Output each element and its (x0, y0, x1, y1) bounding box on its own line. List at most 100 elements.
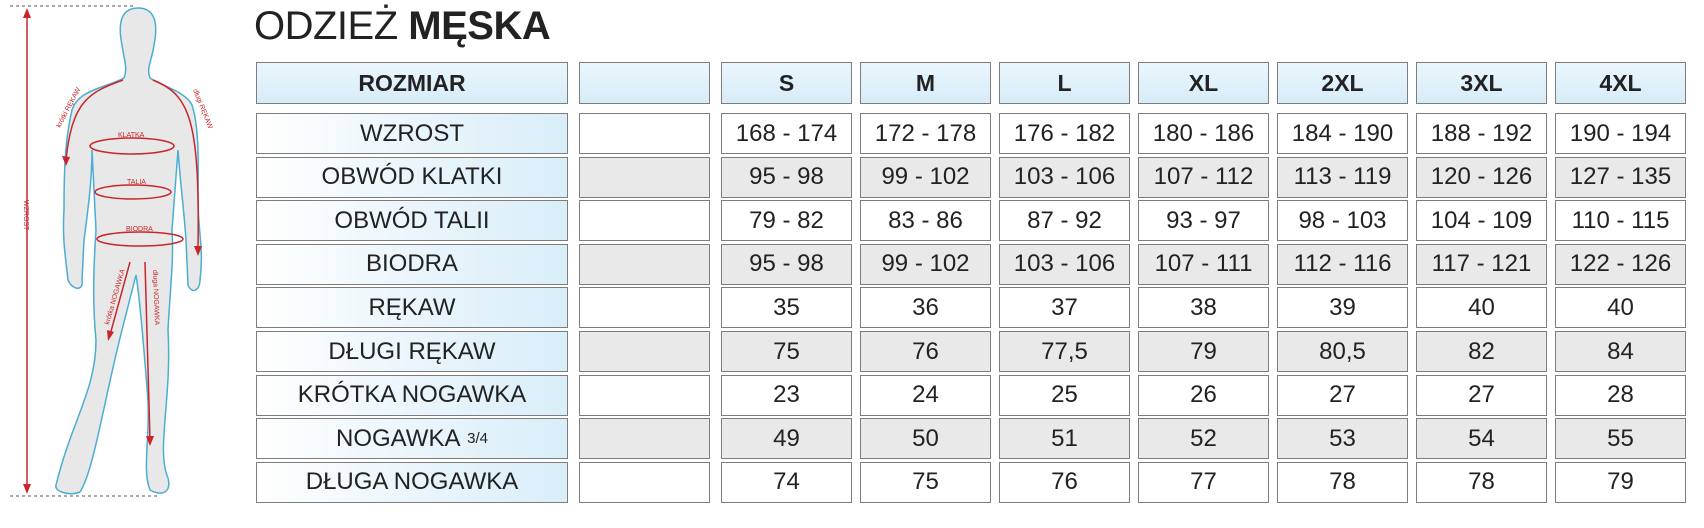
table-cell: 37 (999, 287, 1130, 329)
long-leg-arrow (144, 261, 151, 441)
long-sleeve-arrow (152, 79, 199, 251)
table-cell: 84 (1555, 331, 1686, 372)
body-silhouette (55, 7, 203, 495)
table-cell: 98 - 103 (1277, 200, 1408, 242)
hips-label: BIODRA (126, 226, 153, 233)
table-cell: 83 - 86 (860, 200, 991, 242)
table-cell: 113 - 119 (1277, 156, 1408, 198)
table-cell: 112 - 116 (1277, 243, 1408, 285)
table-cell: 24 (860, 374, 991, 416)
table-cell: 122 - 126 (1555, 243, 1686, 285)
table-cell: 95 - 98 (721, 243, 852, 285)
header-size-L: L (999, 62, 1130, 104)
blank-cell (579, 200, 710, 242)
table-cell: 99 - 102 (860, 243, 991, 285)
table-cell: 75 (721, 331, 852, 372)
header-blank (579, 62, 710, 104)
table-cell: 104 - 109 (1416, 200, 1547, 242)
table-cell: 79 (1138, 331, 1269, 372)
table-cell: 78 (1416, 461, 1547, 503)
header-size-2XL: 2XL (1277, 62, 1408, 104)
short-leg-arrow (109, 261, 131, 336)
blank-cell (579, 287, 710, 329)
table-cell: 79 (1555, 461, 1686, 503)
table-cell: 50 (860, 418, 991, 460)
blank-cell (579, 156, 710, 198)
table-cell: 172 - 178 (860, 113, 991, 154)
table-cell: 23 (721, 374, 852, 416)
table-cell: 38 (1138, 287, 1269, 329)
row-label: KRÓTKA NOGAWKA (256, 374, 568, 416)
table-cell: 127 - 135 (1555, 156, 1686, 198)
table-cell: 27 (1277, 374, 1408, 416)
table-cell: 25 (999, 374, 1130, 416)
table-cell: 40 (1416, 287, 1547, 329)
table-cell: 78 (1277, 461, 1408, 503)
table-cell: 107 - 112 (1138, 156, 1269, 198)
table-cell: 75 (860, 461, 991, 503)
row-label: OBWÓD TALII (256, 200, 568, 242)
row-label: DŁUGA NOGAWKA (256, 461, 568, 503)
blank-cell (579, 461, 710, 503)
table-cell: 190 - 194 (1555, 113, 1686, 154)
table-cell: 76 (999, 461, 1130, 503)
table-cell: 95 - 98 (721, 156, 852, 198)
table-cell: 82 (1416, 331, 1547, 372)
blank-cell (579, 418, 710, 460)
table-cell: 28 (1555, 374, 1686, 416)
body-measurement-figure: KLATKA TALIA BIODRA WZROST krótki RĘKAW … (10, 5, 214, 497)
blank-cell (579, 243, 710, 285)
table-cell: 80,5 (1277, 331, 1408, 372)
table-cell: 51 (999, 418, 1130, 460)
table-cell: 54 (1416, 418, 1547, 460)
row-label-fraction: 3/4 (467, 430, 488, 448)
table-cell: 39 (1277, 287, 1408, 329)
row-label-text: NOGAWKA (336, 424, 461, 452)
table-cell: 55 (1555, 418, 1686, 460)
header-size-M: M (860, 62, 991, 104)
table-cell: 77,5 (999, 331, 1130, 372)
table-cell: 36 (860, 287, 991, 329)
table-cell: 76 (860, 331, 991, 372)
blank-cell (579, 331, 710, 372)
waist-ring (94, 184, 172, 200)
table-cell: 120 - 126 (1416, 156, 1547, 198)
table-cell: 52 (1138, 418, 1269, 460)
table-cell: 79 - 82 (721, 200, 852, 242)
waist-label: TALIA (127, 179, 146, 186)
row-label: OBWÓD KLATKI (256, 156, 568, 198)
table-cell: 35 (721, 287, 852, 329)
long-leg-label: długa NOGAWKA (151, 270, 160, 326)
hips-ring (96, 231, 184, 247)
table-cell: 168 - 174 (721, 113, 852, 154)
chest-ring (89, 137, 175, 155)
height-label: WZROST (22, 200, 29, 231)
table-cell: 184 - 190 (1277, 113, 1408, 154)
table-cell: 103 - 106 (999, 243, 1130, 285)
table-cell: 77 (1138, 461, 1269, 503)
table-cell: 99 - 102 (860, 156, 991, 198)
header-size-4XL: 4XL (1555, 62, 1686, 104)
title-light: ODZIEŻ (254, 4, 398, 48)
table-cell: 117 - 121 (1416, 243, 1547, 285)
blank-cell (579, 374, 710, 416)
table-cell: 27 (1416, 374, 1547, 416)
table-cell: 176 - 182 (999, 113, 1130, 154)
table-cell: 53 (1277, 418, 1408, 460)
short-sleeve-arrow (65, 79, 124, 161)
table-cell: 107 - 111 (1138, 243, 1269, 285)
table-cell: 180 - 186 (1138, 113, 1269, 154)
row-label: BIODRA (256, 243, 568, 285)
table-cell: 188 - 192 (1416, 113, 1547, 154)
header-size-3XL: 3XL (1416, 62, 1547, 104)
row-label: DŁUGI RĘKAW (256, 331, 568, 372)
table-cell: 93 - 97 (1138, 200, 1269, 242)
table-cell: 103 - 106 (999, 156, 1130, 198)
row-label: NOGAWKA 3/4 (256, 418, 568, 460)
table-cell: 26 (1138, 374, 1269, 416)
title-bold: MĘSKA (408, 4, 551, 48)
table-cell: 110 - 115 (1555, 200, 1686, 242)
table-cell: 40 (1555, 287, 1686, 329)
row-label: RĘKAW (256, 287, 568, 329)
header-size-XL: XL (1138, 62, 1269, 104)
